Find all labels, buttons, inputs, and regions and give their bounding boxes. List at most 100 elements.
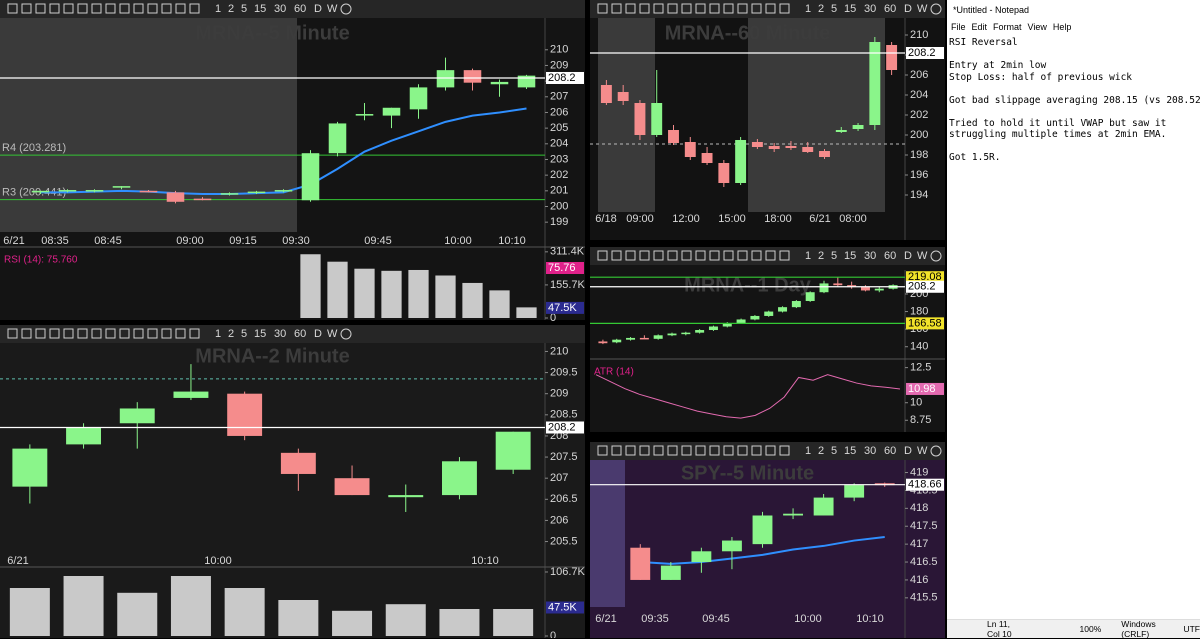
period-button[interactable]: 5: [831, 3, 837, 15]
period-button[interactable]: D: [314, 328, 322, 340]
x-tick-label: 10:10: [498, 235, 526, 247]
candle-body: [85, 190, 104, 192]
period-button[interactable]: 15: [254, 3, 266, 15]
text-line: Got 1.5R.: [949, 152, 1198, 164]
candle-body: [334, 478, 370, 496]
window-title: *Untitled - Notepad: [953, 5, 1030, 15]
menu-item[interactable]: Edit: [971, 22, 988, 32]
menu-item[interactable]: Help: [1052, 22, 1072, 32]
period-button[interactable]: W: [327, 3, 338, 15]
y-tick-label: 207: [550, 91, 568, 103]
period-button[interactable]: 60: [884, 250, 896, 262]
period-button[interactable]: 15: [844, 250, 856, 262]
value-tag-label: 10.98: [908, 383, 936, 395]
toolbar-icon: [709, 250, 720, 261]
period-button[interactable]: 30: [274, 3, 286, 15]
candle-body: [634, 103, 646, 135]
period-button[interactable]: 60: [294, 328, 306, 340]
period-button[interactable]: 2: [228, 328, 234, 340]
period-button[interactable]: 30: [864, 445, 876, 457]
menu-item[interactable]: Format: [993, 22, 1022, 32]
text-area[interactable]: RSI Reversal Entry at 2min low Stop Loss: …: [947, 34, 1200, 178]
candle-body: [764, 311, 774, 316]
period-button[interactable]: 1: [215, 3, 221, 15]
period-button[interactable]: D: [314, 3, 322, 15]
period-button[interactable]: D: [904, 250, 912, 262]
period-button[interactable]: W: [917, 445, 928, 457]
volume-bar: [278, 600, 319, 636]
period-button[interactable]: 60: [294, 3, 306, 15]
y-tick-label: 415.5: [910, 592, 938, 604]
candle-body: [667, 333, 677, 336]
period-button[interactable]: 30: [864, 250, 876, 262]
toolbar-icon: [49, 328, 60, 339]
period-button[interactable]: 30: [864, 3, 876, 15]
period-button[interactable]: W: [917, 250, 928, 262]
period-button[interactable]: 2: [818, 445, 824, 457]
candle-body: [785, 146, 797, 148]
x-tick-label: 10:00: [444, 235, 472, 247]
text-line: RSI Reversal: [949, 37, 1198, 49]
period-button[interactable]: 1: [805, 250, 811, 262]
period-button[interactable]: D: [904, 445, 912, 457]
toolbar-icon: [611, 445, 622, 456]
toolbar-icon: [765, 250, 776, 261]
toolbar-icon: [21, 328, 32, 339]
period-button[interactable]: 5: [241, 3, 247, 15]
period-button[interactable]: 15: [844, 3, 856, 15]
candle-body: [791, 301, 801, 308]
period-button[interactable]: 1: [805, 3, 811, 15]
period-button[interactable]: W: [327, 328, 338, 340]
candle-body: [752, 515, 773, 545]
chart-title: SPY--5 Minute: [681, 462, 814, 484]
period-button[interactable]: 60: [884, 445, 896, 457]
volume-bar: [408, 269, 429, 318]
menu-item[interactable]: File: [951, 22, 966, 32]
y-tick-label: 204: [910, 89, 928, 101]
menu-item[interactable]: View: [1027, 22, 1047, 32]
candle-body: [193, 198, 212, 201]
period-button[interactable]: 1: [215, 328, 221, 340]
volume-bar: [385, 604, 426, 636]
toolbar-icon: [161, 328, 172, 339]
candle-body: [860, 286, 870, 291]
x-tick-label: 09:00: [176, 235, 204, 247]
toolbar-icon: [681, 250, 692, 261]
notepad-window: *Untitled - Notepad File Edit Format View He…: [947, 0, 1200, 639]
level-label: R3 (200.441): [2, 186, 66, 198]
period-button[interactable]: D: [904, 3, 912, 15]
price-tag: [906, 271, 944, 284]
toolbar-icon: [723, 250, 734, 261]
candle-body: [328, 123, 347, 154]
period-button[interactable]: 1: [805, 445, 811, 457]
value-tag: [906, 382, 944, 395]
toolbar-icon: [7, 3, 18, 14]
y-tick-label: 0: [550, 630, 556, 638]
toolbar-icon: [779, 445, 790, 456]
period-button[interactable]: 5: [831, 250, 837, 262]
period-button[interactable]: 5: [831, 445, 837, 457]
period-button[interactable]: 15: [844, 445, 856, 457]
period-button[interactable]: 2: [818, 250, 824, 262]
toolbar-icon: [695, 3, 706, 14]
period-button[interactable]: 5: [241, 328, 247, 340]
candle-body: [701, 153, 713, 163]
value-tag-label: 47.5K: [548, 601, 577, 613]
candle-body: [833, 283, 843, 286]
period-button[interactable]: 60: [884, 3, 896, 15]
toolbar-icon: [63, 328, 74, 339]
period-button[interactable]: 2: [818, 3, 824, 15]
period-button[interactable]: 15: [254, 328, 266, 340]
chart-title: MRNA--2 Minute: [195, 345, 349, 367]
volume-bar: [300, 254, 321, 318]
period-button[interactable]: 2: [228, 3, 234, 15]
period-button[interactable]: 30: [274, 328, 286, 340]
toolbar-icon: [709, 3, 720, 14]
y-tick-label: 155.7K: [550, 279, 586, 291]
x-tick-label: 6/21: [7, 555, 28, 567]
y-tick-label: 0: [550, 312, 556, 324]
toolbar-icon: [737, 3, 748, 14]
period-button[interactable]: W: [917, 3, 928, 15]
y-tick-label: 200: [550, 200, 568, 212]
